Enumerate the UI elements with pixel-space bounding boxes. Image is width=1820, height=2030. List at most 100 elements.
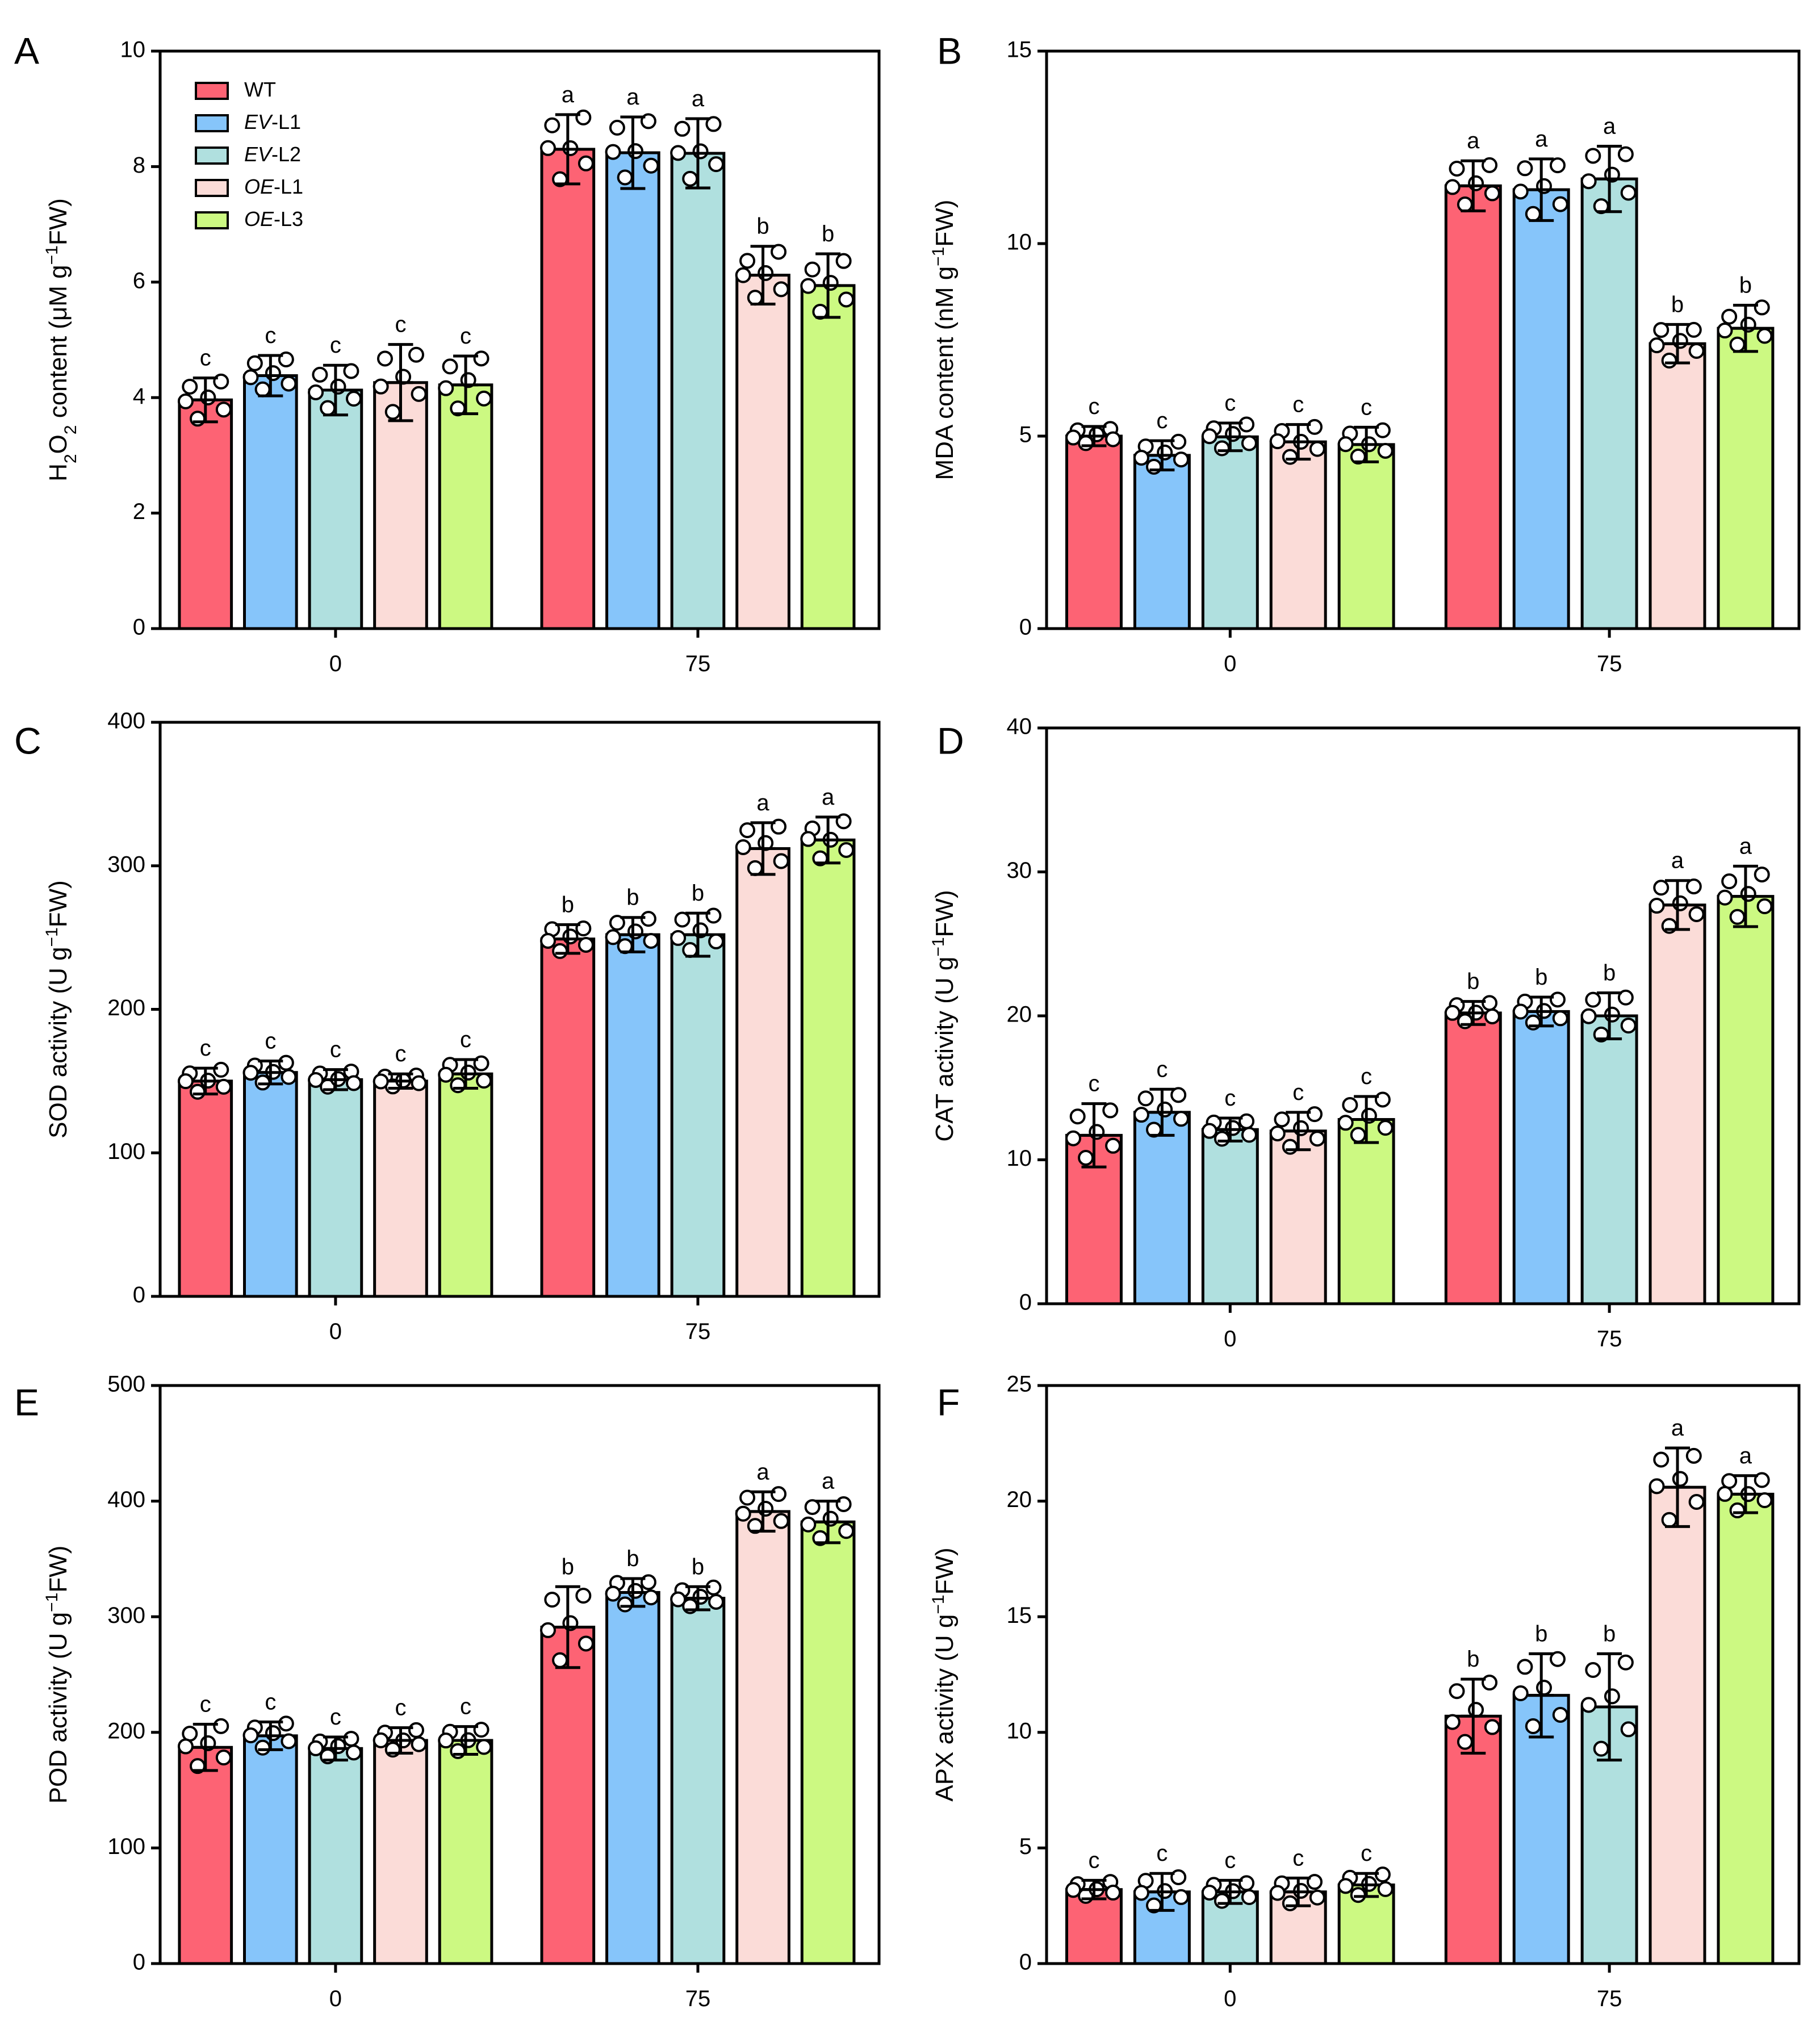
data-point — [1717, 1485, 1733, 1502]
data-point — [1105, 1885, 1122, 1901]
y-tick-label: 30 — [1007, 858, 1032, 883]
bar-EV-L1 — [243, 374, 298, 630]
data-point — [1105, 431, 1122, 447]
y-axis-label-part-2: FW) — [44, 1546, 72, 1593]
data-point — [242, 1065, 259, 1081]
significance-letter: c — [1224, 1848, 1236, 1873]
significance-letter: b — [626, 1546, 639, 1571]
x-tick-label: 75 — [685, 1319, 711, 1344]
data-point — [627, 923, 643, 940]
data-point — [281, 1733, 297, 1749]
significance-letter: c — [1088, 1848, 1099, 1873]
data-point — [1580, 1008, 1597, 1024]
y-tick-label: 15 — [1007, 1603, 1032, 1628]
data-point — [1089, 426, 1105, 442]
y-tick-label: 2 — [133, 499, 145, 524]
data-point — [1717, 889, 1733, 906]
significance-letter: c — [1224, 1086, 1236, 1111]
y-tick-label: 4 — [133, 384, 145, 409]
significance-letter: a — [756, 1459, 769, 1484]
data-point — [1444, 1004, 1461, 1021]
data-point — [1580, 173, 1597, 190]
significance-letter: a — [1671, 848, 1684, 873]
data-point — [308, 384, 324, 400]
significance-letter: c — [265, 1689, 276, 1714]
data-point — [747, 290, 763, 306]
data-point — [1729, 909, 1746, 925]
data-point — [1342, 1096, 1358, 1113]
bar-EV-L1 — [605, 1590, 660, 1965]
data-point — [804, 1499, 821, 1516]
data-point — [1721, 873, 1738, 890]
data-point — [177, 1738, 194, 1755]
significance-letter: c — [1088, 394, 1099, 419]
legend-label-part-1: -L1 — [274, 175, 303, 198]
data-point — [1306, 1106, 1323, 1123]
data-point — [213, 1061, 229, 1078]
data-point — [1685, 878, 1702, 895]
bar-EV-L1 — [243, 1071, 298, 1298]
data-point — [771, 1486, 787, 1502]
significance-letter: a — [822, 785, 835, 810]
data-point — [627, 1583, 643, 1599]
bar-OE-L1 — [373, 1739, 428, 1965]
data-point — [1133, 450, 1149, 466]
data-point — [1374, 1091, 1391, 1108]
significance-letter: c — [1361, 1064, 1372, 1089]
y-axis-label-part-0: CAT activity (U g — [931, 957, 959, 1142]
data-point — [1661, 353, 1677, 369]
significance-letter: c — [330, 1705, 341, 1730]
data-point — [838, 1523, 855, 1539]
data-point — [682, 170, 698, 187]
plot-frame — [1045, 49, 1801, 630]
significance-letter: c — [330, 333, 341, 358]
data-point — [1377, 1120, 1394, 1136]
data-point — [1306, 418, 1323, 435]
significance-letter: c — [330, 1037, 341, 1062]
y-axis-label-part-0: SOD activity (U g — [44, 947, 72, 1138]
data-point — [1137, 1090, 1154, 1107]
data-point — [438, 1066, 454, 1083]
y-tick-label: 0 — [133, 615, 145, 640]
data-point — [1282, 1895, 1298, 1911]
data-point — [1239, 1875, 1255, 1891]
bar-WT — [178, 398, 233, 630]
data-point — [373, 1073, 389, 1090]
bar-EV-L1 — [1133, 454, 1191, 630]
data-point — [1133, 1107, 1149, 1123]
data-point — [1617, 146, 1634, 162]
data-point — [822, 275, 839, 291]
data-point — [1525, 206, 1541, 222]
significance-letter: b — [822, 221, 834, 246]
data-point — [609, 119, 625, 136]
data-point — [411, 386, 427, 402]
y-axis-label-part-1: −1 — [929, 1594, 948, 1614]
significance-letter: b — [1467, 969, 1479, 994]
data-point — [1457, 1734, 1473, 1750]
data-point — [1145, 458, 1162, 475]
bar-OE-L1 — [1269, 1129, 1327, 1305]
data-point — [1065, 1130, 1082, 1146]
y-tick-label: 0 — [1019, 1950, 1032, 1975]
panel-letter: F — [937, 1381, 960, 1423]
bar-OE-L3 — [800, 1520, 856, 1965]
y-axis-label-part-2: FW) — [931, 1547, 959, 1594]
data-point — [1269, 1125, 1286, 1142]
data-point — [1337, 1115, 1354, 1131]
data-point — [1102, 1102, 1119, 1119]
significance-letter: b — [1739, 273, 1752, 298]
data-point — [438, 1732, 454, 1749]
data-point — [1444, 1714, 1461, 1730]
data-point — [735, 839, 751, 855]
data-point — [747, 860, 763, 876]
y-tick-label: 100 — [107, 1139, 145, 1164]
data-point — [670, 930, 687, 946]
data-point — [384, 404, 401, 420]
data-point — [308, 1740, 324, 1756]
data-point — [373, 378, 389, 395]
significance-letter: b — [1671, 292, 1684, 317]
bar-EV-L2 — [1580, 1014, 1638, 1305]
data-point — [278, 1715, 294, 1732]
data-point — [177, 393, 194, 409]
bar-WT — [1444, 1714, 1502, 1965]
